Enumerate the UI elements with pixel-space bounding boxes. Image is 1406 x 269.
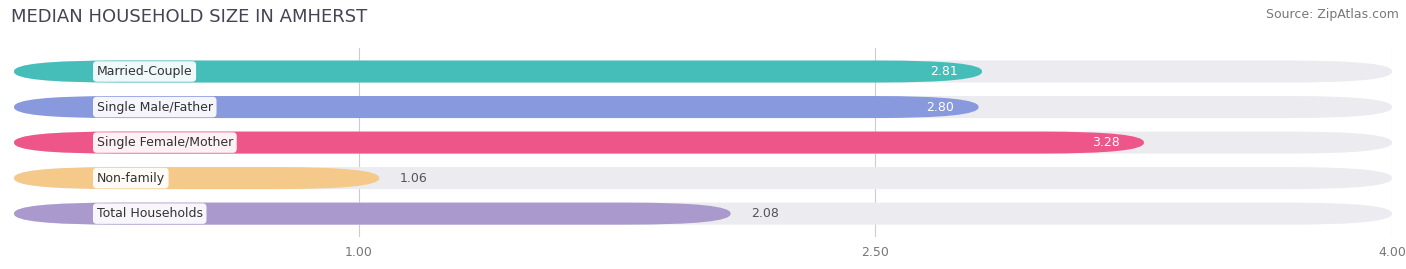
FancyBboxPatch shape: [14, 167, 1392, 189]
FancyBboxPatch shape: [14, 61, 981, 83]
Text: Source: ZipAtlas.com: Source: ZipAtlas.com: [1265, 8, 1399, 21]
Text: 1.06: 1.06: [399, 172, 427, 185]
FancyBboxPatch shape: [14, 61, 1392, 83]
Text: Non-family: Non-family: [97, 172, 165, 185]
Text: Total Households: Total Households: [97, 207, 202, 220]
Text: 2.08: 2.08: [751, 207, 779, 220]
Text: Single Female/Mother: Single Female/Mother: [97, 136, 233, 149]
Text: 3.28: 3.28: [1092, 136, 1119, 149]
FancyBboxPatch shape: [14, 96, 979, 118]
FancyBboxPatch shape: [14, 132, 1392, 154]
FancyBboxPatch shape: [14, 203, 1392, 225]
Text: Married-Couple: Married-Couple: [97, 65, 193, 78]
FancyBboxPatch shape: [14, 132, 1144, 154]
FancyBboxPatch shape: [14, 203, 731, 225]
Text: 2.81: 2.81: [931, 65, 957, 78]
FancyBboxPatch shape: [14, 96, 1392, 118]
Text: Single Male/Father: Single Male/Father: [97, 101, 212, 114]
Text: MEDIAN HOUSEHOLD SIZE IN AMHERST: MEDIAN HOUSEHOLD SIZE IN AMHERST: [11, 8, 367, 26]
FancyBboxPatch shape: [14, 167, 380, 189]
Text: 2.80: 2.80: [927, 101, 955, 114]
